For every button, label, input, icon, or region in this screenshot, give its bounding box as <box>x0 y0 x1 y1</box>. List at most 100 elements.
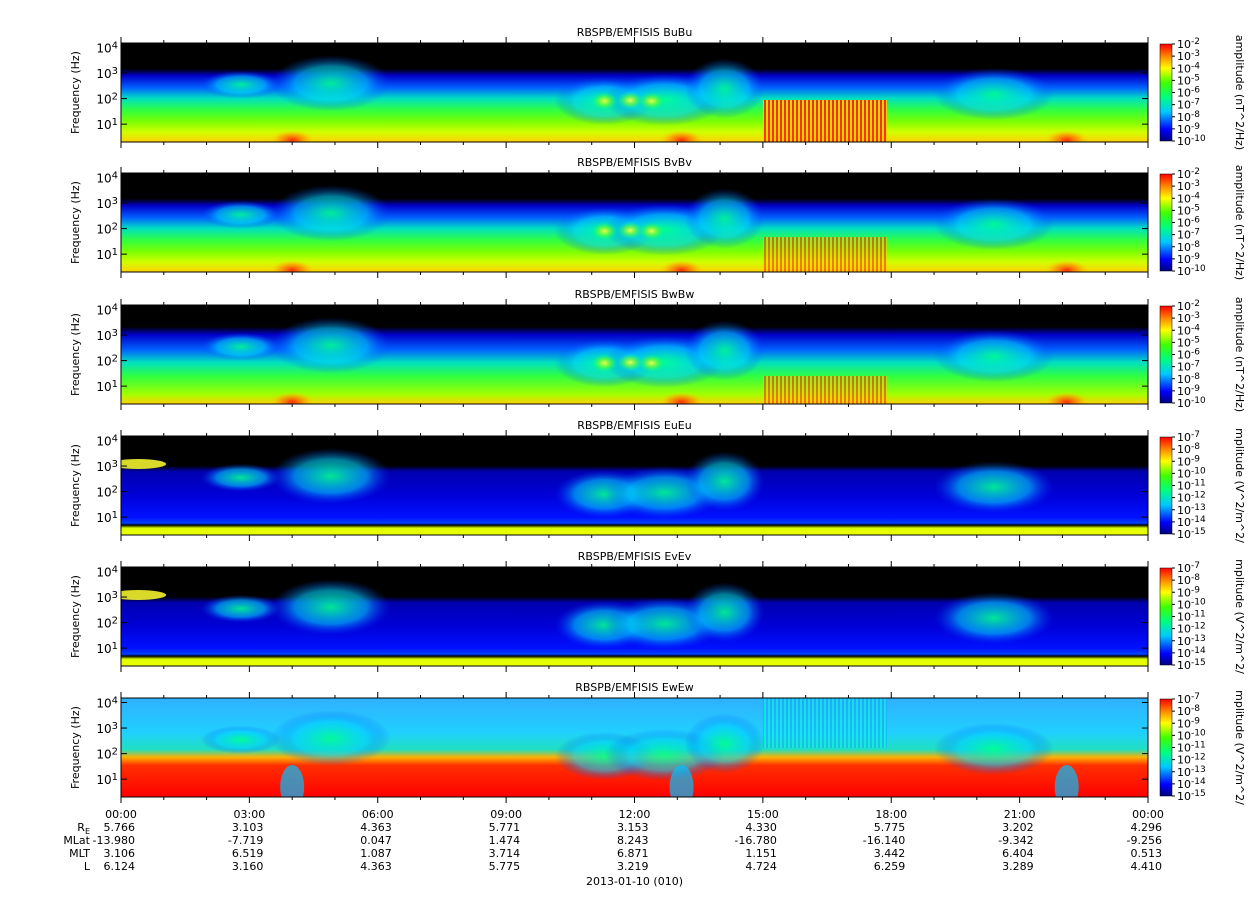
y-tick-label: 102 <box>96 222 118 237</box>
wave-emission-blob <box>684 188 765 249</box>
ephemeris-value: -16.140 <box>863 834 905 847</box>
wave-emission-blob <box>933 330 1054 383</box>
wave-emission-blob <box>200 70 281 99</box>
ephemeris-value: 4.363 <box>360 860 392 873</box>
x-tick-label: 18:00 <box>875 808 907 821</box>
ephemeris-value: 4.724 <box>745 860 777 873</box>
ephemeris-value: -13.980 <box>93 834 135 847</box>
y-tick-label: 103 <box>96 459 118 474</box>
ephemeris-value: -7.719 <box>228 834 263 847</box>
bright-band <box>121 590 167 601</box>
colorbar <box>1159 173 1173 272</box>
x-tick-label: 03:00 <box>234 808 266 821</box>
ephemeris-value: 3.153 <box>617 821 649 834</box>
y-tick-label: 101 <box>96 641 118 656</box>
colorbar-tick-label: 10-2 <box>1177 299 1200 313</box>
ephemeris-value: 4.363 <box>360 821 392 834</box>
colorbar-tick-label: 10-7 <box>1177 360 1200 374</box>
ephemeris-value: 6.404 <box>1002 847 1034 860</box>
x-tick-label: 21:00 <box>1004 808 1036 821</box>
colorbar-tick-label: 10-10 <box>1177 466 1206 480</box>
x-tick-label: 15:00 <box>747 808 779 821</box>
low-frequency-peak <box>1044 260 1089 272</box>
ephemeris-value: 6.871 <box>617 847 649 860</box>
colorbar <box>1159 698 1173 797</box>
colorbar-tick-label: 10-7 <box>1177 430 1200 444</box>
hotspot <box>591 92 618 111</box>
spectrogram-image <box>121 43 1148 142</box>
colorbar-tick-label: 10-8 <box>1177 110 1200 124</box>
wave-emission-blob <box>684 713 765 774</box>
x-tick-label: 09:00 <box>490 808 522 821</box>
ephemeris-value: 5.775 <box>874 821 906 834</box>
ephemeris-value: 6.124 <box>104 860 136 873</box>
ephemeris-value: 0.513 <box>1131 847 1163 860</box>
hotspot <box>638 222 665 241</box>
ephemeris-value: 3.202 <box>1002 821 1034 834</box>
colorbar-tick-label: 10-12 <box>1177 753 1206 767</box>
colorbar-tick-label: 10-10 <box>1177 134 1206 148</box>
panel-title: RBSPB/EMFISIS BuBu <box>577 26 693 39</box>
colorbar-tick-label: 10-6 <box>1177 216 1200 230</box>
colorbar-tick-label: 10-15 <box>1177 658 1206 672</box>
interference-block <box>762 376 887 404</box>
y-tick-label: 102 <box>96 747 118 762</box>
colorbar-tick-label: 10-4 <box>1177 191 1200 205</box>
wave-emission-blob <box>684 582 765 643</box>
low-frequency-gap <box>1054 765 1079 797</box>
y-axis-label: Frequency (Hz) <box>69 706 82 789</box>
ephemeris-label-mlt: MLT <box>69 847 90 860</box>
colorbar-tick-label: 10-15 <box>1177 527 1206 541</box>
colorbar-label: mplitude (V^2/m^2/ <box>1233 559 1246 674</box>
y-tick-label: 104 <box>96 433 118 448</box>
low-frequency-peak <box>270 392 315 404</box>
ephemeris-value: 0.047 <box>360 834 392 847</box>
y-tick-label: 102 <box>96 92 118 107</box>
y-tick-label: 103 <box>96 328 118 343</box>
ephemeris-value: 8.243 <box>617 834 649 847</box>
colorbar-tick-label: 10-11 <box>1177 741 1206 755</box>
ephemeris-label-r_e: RE <box>77 821 90 836</box>
y-axis-label: Frequency (Hz) <box>69 181 82 264</box>
ephemeris-value: 5.775 <box>489 860 521 873</box>
panel-title: RBSPB/EMFISIS BvBv <box>577 156 692 169</box>
panel-title: RBSPB/EMFISIS EwEw <box>575 681 693 694</box>
wave-emission-blob <box>270 579 391 636</box>
ephemeris-value: -16.780 <box>734 834 776 847</box>
x-tick-label: 00:00 <box>105 808 137 821</box>
y-axis-label: Frequency (Hz) <box>69 575 82 658</box>
low-frequency-peak <box>270 130 315 142</box>
colorbar-tick-label: 10-10 <box>1177 728 1206 742</box>
colorbar-tick-label: 10-2 <box>1177 37 1200 51</box>
wave-emission-blob <box>933 68 1054 121</box>
y-axis-label: Frequency (Hz) <box>69 51 82 134</box>
colorbar-tick-label: 10-8 <box>1177 372 1200 386</box>
ephemeris-value: 6.259 <box>874 860 906 873</box>
colorbar-tick-label: 10-10 <box>1177 264 1206 278</box>
colorbar-tick-label: 10-13 <box>1177 634 1206 648</box>
wave-emission-blob <box>933 723 1054 776</box>
colorbar-tick-label: 10-3 <box>1177 179 1200 193</box>
y-tick-label: 104 <box>96 564 118 579</box>
colorbar-label: amplitude (nT^2/Hz) <box>1233 297 1246 412</box>
low-frequency-gap <box>669 765 694 797</box>
colorbar-tick-label: 10-15 <box>1177 789 1206 803</box>
colorbar-tick-label: 10-11 <box>1177 610 1206 624</box>
y-tick-label: 104 <box>96 695 118 710</box>
y-tick-label: 103 <box>96 590 118 605</box>
hotspot <box>638 354 665 373</box>
low-frequency-gap <box>280 765 305 797</box>
wave-emission-blob <box>200 463 281 492</box>
colorbar-tick-label: 10-8 <box>1177 442 1200 456</box>
colorbar-tick-label: 10-13 <box>1177 503 1206 517</box>
hotspot <box>591 354 618 373</box>
spectrogram-panel-3: RBSPB/EMFISIS BwBw Frequency (Hz) 101 102 10… <box>69 288 1246 412</box>
ephemeris-value: 1.151 <box>745 847 777 860</box>
colorbar-tick-label: 10-10 <box>1177 597 1206 611</box>
bright-band <box>121 459 167 470</box>
spectrogram-image <box>121 173 1148 272</box>
x-tick-label: 06:00 <box>362 808 394 821</box>
wave-emission-blob <box>200 725 281 754</box>
wave-emission-blob <box>684 451 765 512</box>
